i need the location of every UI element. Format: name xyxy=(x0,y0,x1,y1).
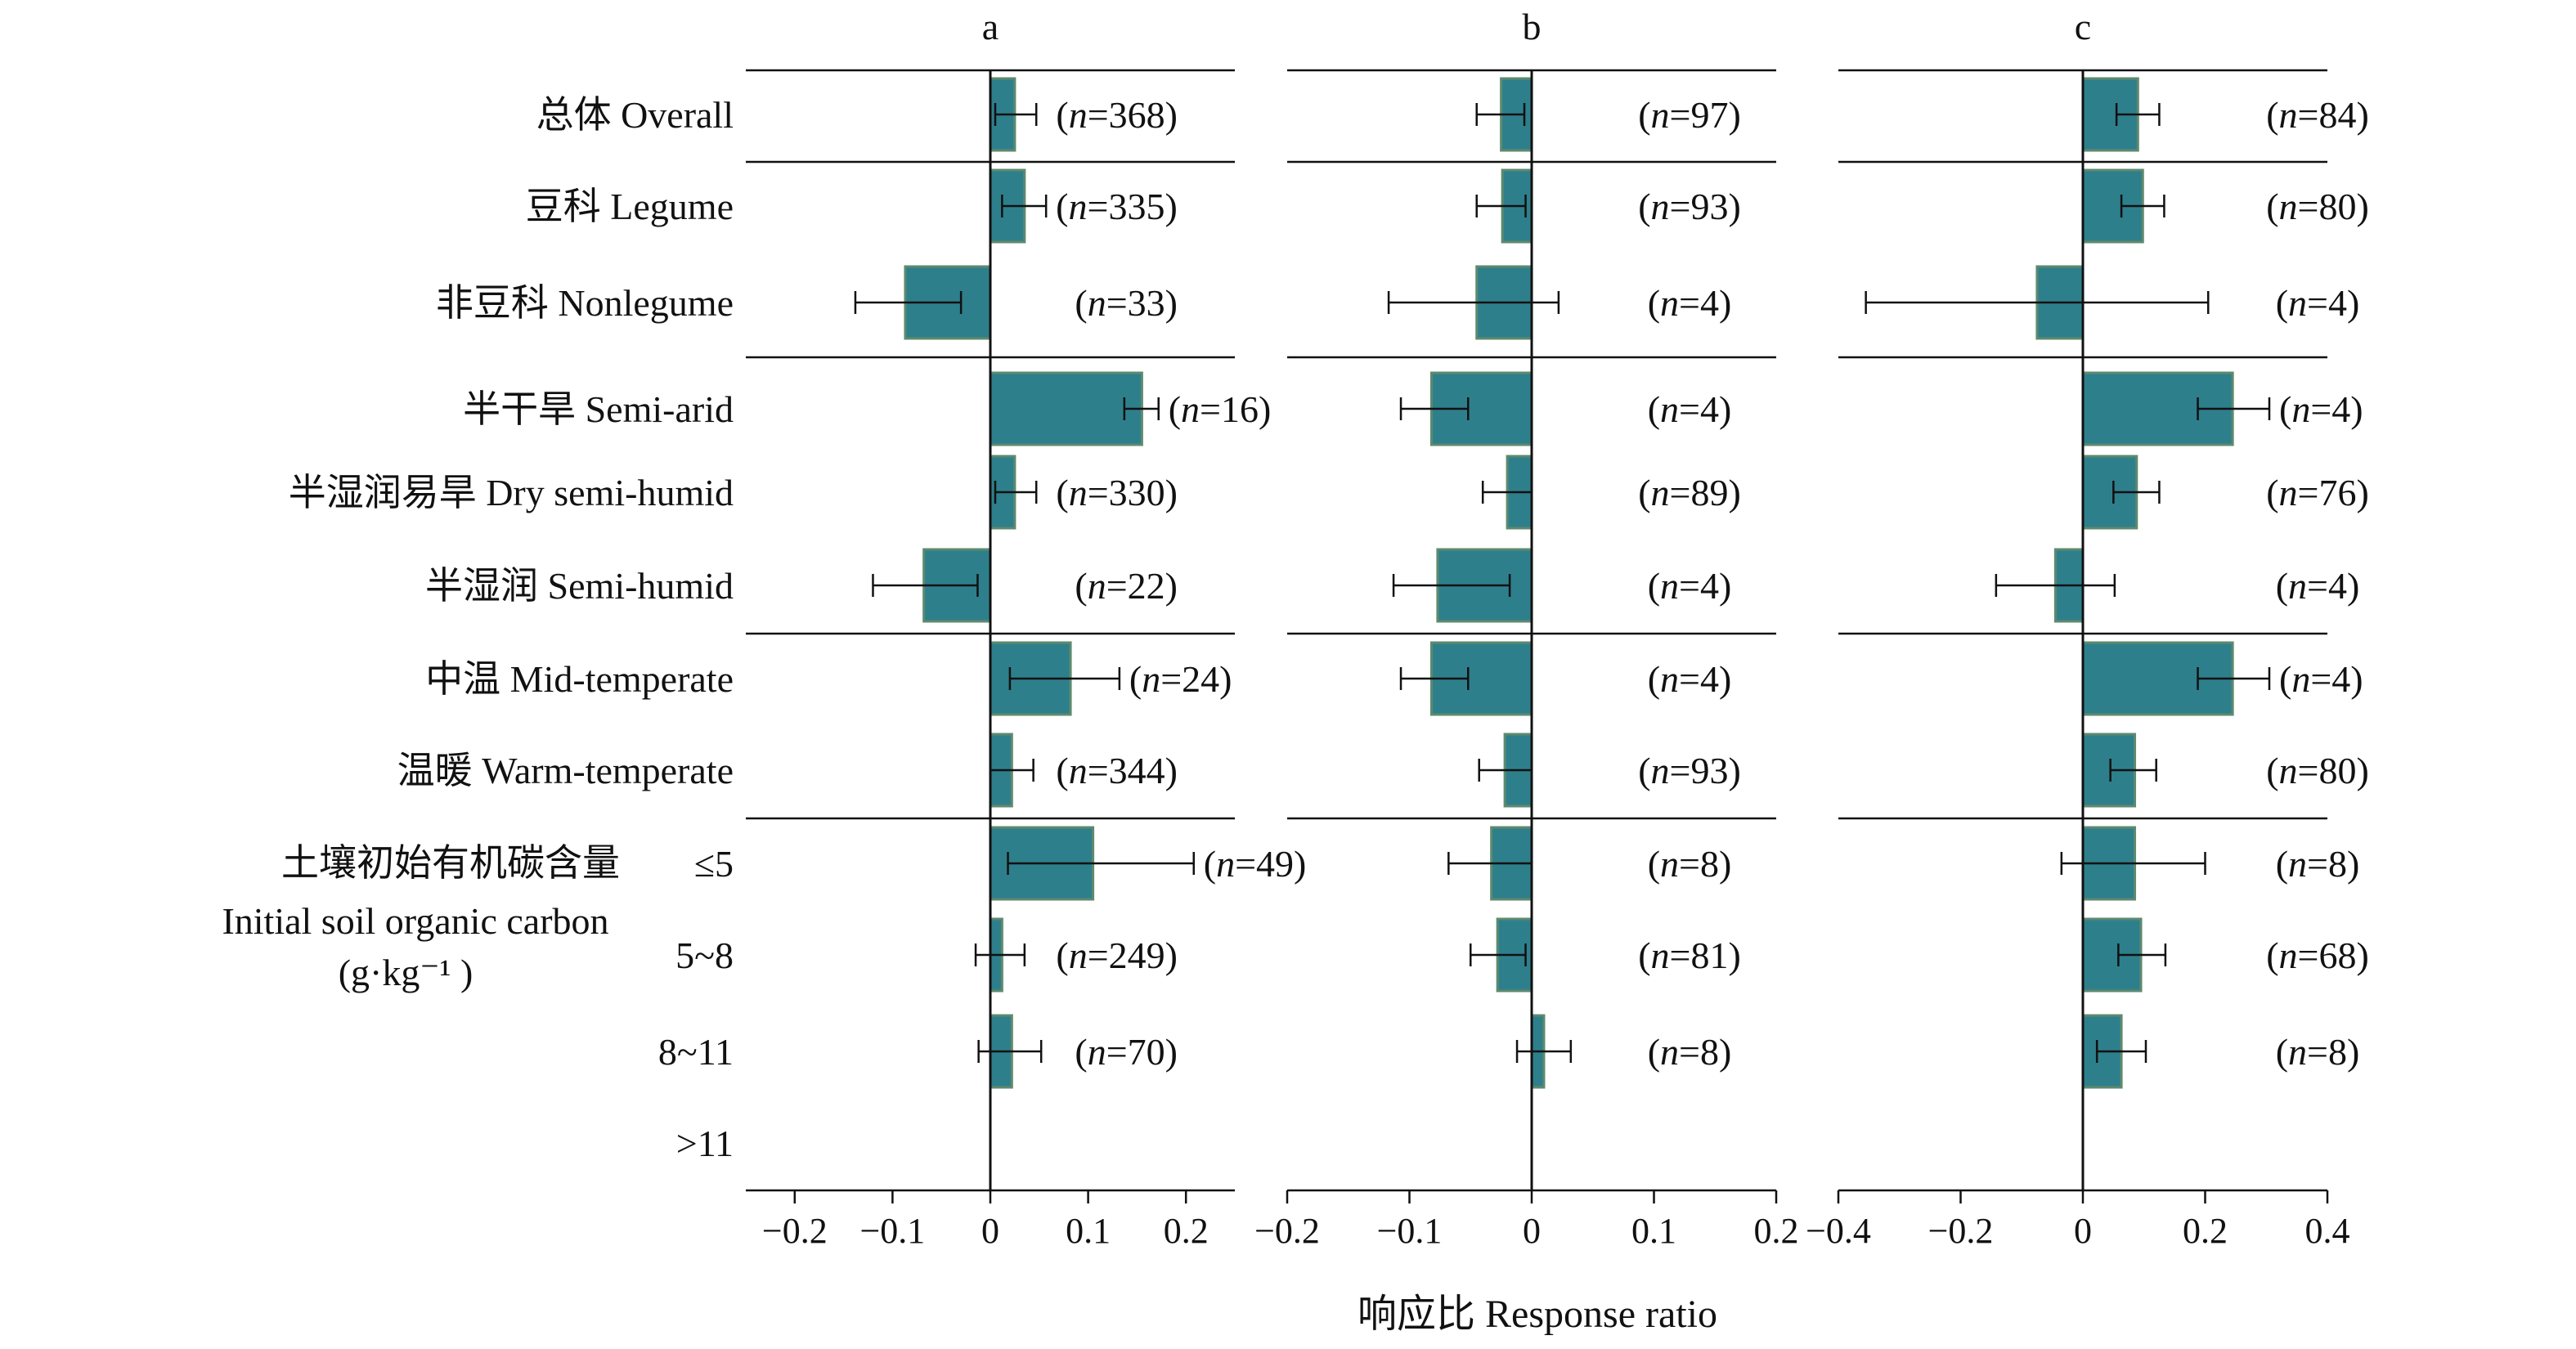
n-label: (n=24) xyxy=(1129,658,1232,700)
n-label: (n=8) xyxy=(2276,843,2360,885)
n-label: (n=93) xyxy=(1638,750,1741,791)
n-label: (n=4) xyxy=(2279,388,2363,430)
n-label: (n=22) xyxy=(1075,565,1178,607)
row-label: 中温 Mid-temperate xyxy=(425,658,734,700)
group-label-line3: (g·kg⁻¹ ) xyxy=(339,952,473,993)
panel-title: a xyxy=(982,6,999,47)
row-labels: 总体 Overall 豆科 Legume 非豆科 Nonlegume 半干旱 Semi… xyxy=(289,94,734,1164)
group-label-line2: Initial soil organic carbon xyxy=(222,900,608,942)
x-tick-label: 0.1 xyxy=(1631,1211,1676,1251)
panel-b: b −0.2 −0.1 0 0.1 0.2 (n=97) (n=93) (n=4) (n=4) (n… xyxy=(1254,6,1798,1251)
n-label: (n=70) xyxy=(1075,1031,1178,1073)
row-label: 8~11 xyxy=(658,1031,734,1073)
x-tick-label: −0.2 xyxy=(762,1211,828,1251)
x-tick-label: 0.4 xyxy=(2305,1211,2350,1251)
n-label: (n=16) xyxy=(1169,388,1272,430)
x-tick-label: 0 xyxy=(1523,1211,1541,1251)
row-label: 非豆科 Nonlegume xyxy=(436,282,734,324)
n-label: (n=4) xyxy=(1648,658,1732,700)
x-tick-label: 0 xyxy=(981,1211,999,1251)
n-label: (n=68) xyxy=(2266,934,2369,976)
x-tick-label: 0.2 xyxy=(1164,1211,1209,1251)
row-label: 5~8 xyxy=(675,934,734,976)
row-label: >11 xyxy=(676,1123,734,1164)
n-label: (n=8) xyxy=(1648,1031,1732,1073)
x-tick-label: −0.2 xyxy=(1928,1211,1994,1251)
panel-title: b xyxy=(1523,6,1542,47)
n-label: (n=4) xyxy=(2276,565,2360,607)
n-label: (n=89) xyxy=(1638,472,1741,513)
n-label: (n=81) xyxy=(1638,934,1741,976)
soil-carbon-group-label: 土壤初始有机碳含量 Initial soil organic carbon (g… xyxy=(222,842,620,993)
n-label: (n=93) xyxy=(1638,186,1741,227)
n-label: (n=335) xyxy=(1056,186,1178,227)
bar xyxy=(989,371,1143,446)
n-label: (n=4) xyxy=(2279,658,2363,700)
x-tick-label: 0.2 xyxy=(2183,1211,2228,1251)
x-tick-label: −0.4 xyxy=(1806,1211,1871,1251)
n-label: (n=249) xyxy=(1056,934,1178,976)
n-label: (n=4) xyxy=(1648,565,1732,607)
n-label: (n=4) xyxy=(1648,388,1732,430)
row-label: 半湿润 Semi-humid xyxy=(425,565,734,607)
row-label: 温暖 Warm-temperate xyxy=(397,750,734,791)
n-label: (n=80) xyxy=(2266,186,2369,227)
n-label: (n=76) xyxy=(2266,472,2369,513)
panels: a −0.2 −0.1 0 0.1 0.2 (n=368) (n=335) (n=33) (n=1… xyxy=(746,6,2369,1251)
x-tick-label: −0.1 xyxy=(859,1211,925,1251)
n-label: (n=49) xyxy=(1204,843,1307,885)
row-label: 半湿润易旱 Dry semi-humid xyxy=(289,472,734,513)
panel-a: a −0.2 −0.1 0 0.1 0.2 (n=368) (n=335) (n=33) (n=1… xyxy=(746,6,1306,1251)
x-tick-label: −0.1 xyxy=(1377,1211,1443,1251)
n-label: (n=8) xyxy=(1648,843,1732,885)
n-label: (n=80) xyxy=(2266,750,2369,791)
n-label: (n=4) xyxy=(2276,282,2360,324)
n-label: (n=368) xyxy=(1056,94,1178,136)
x-tick-label: 0 xyxy=(2074,1211,2092,1251)
row-label: 豆科 Legume xyxy=(526,186,734,227)
x-axis-label: 响应比 Response ratio xyxy=(1358,1293,1717,1336)
x-tick-label: −0.2 xyxy=(1254,1211,1320,1251)
n-label: (n=4) xyxy=(1648,282,1732,324)
row-label: ≤5 xyxy=(694,843,734,885)
n-label: (n=33) xyxy=(1075,282,1178,324)
x-tick-label: 0.1 xyxy=(1066,1211,1111,1251)
row-label: 半干旱 Semi-arid xyxy=(463,388,734,430)
n-label: (n=97) xyxy=(1638,94,1741,136)
n-label: (n=330) xyxy=(1056,472,1178,513)
x-tick-label: 0.2 xyxy=(1754,1211,1799,1251)
row-label: 总体 Overall xyxy=(536,94,734,136)
n-label: (n=84) xyxy=(2266,94,2369,136)
group-label-line1: 土壤初始有机碳含量 xyxy=(281,842,620,884)
n-label: (n=8) xyxy=(2276,1031,2360,1073)
panel-c: c −0.4 −0.2 0 0.2 0.4 (n=84) (n=80) (n=4) (n=4) (n… xyxy=(1806,6,2369,1251)
n-label: (n=344) xyxy=(1056,750,1178,791)
panel-title: c xyxy=(2075,6,2091,47)
